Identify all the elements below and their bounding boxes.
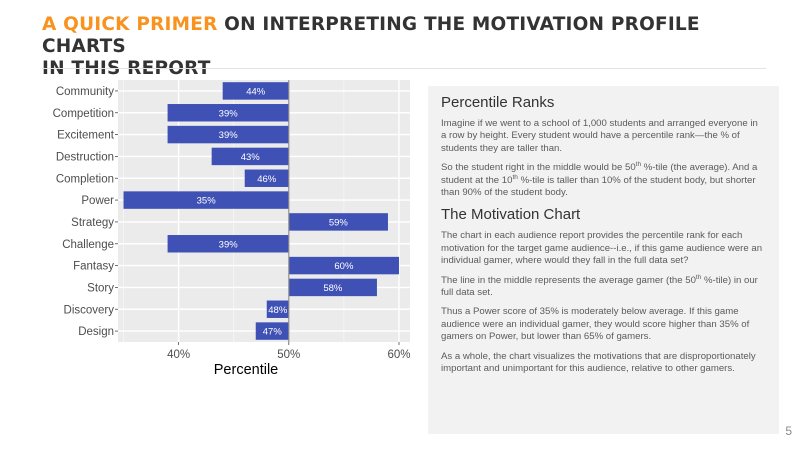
motivation-chart-paragraph-3: Thus a Power score of 35% is moderately … [441, 306, 750, 343]
x-axis-label: Percentile [214, 362, 278, 378]
page-title: A QUICK PRIMER ON INTERPRETING THE MOTIV… [42, 14, 772, 80]
motivation-chart-paragraph-1: The chart in each audience report provid… [441, 230, 763, 267]
category-label-destruction: Destruction [56, 151, 114, 163]
bar-strategy [288, 213, 388, 231]
bar-destruction [211, 147, 289, 166]
title-divider [42, 68, 766, 69]
category-label-power: Power [81, 195, 114, 207]
category-label-strategy: Strategy [71, 217, 114, 229]
motivation-chart-heading: The Motivation Chart [441, 206, 581, 224]
motivation-chart: 44% Community 39% Competition 39% Excitement 4… [20, 78, 420, 440]
title-accent: A QUICK PRIMER [42, 14, 218, 35]
x-tick-label: 50% [277, 349, 300, 361]
category-label-design: Design [78, 326, 114, 338]
bar-value-label: 39% [219, 130, 239, 141]
bar-value-label: 59% [329, 217, 349, 228]
bar-value-label: 35% [197, 196, 217, 207]
bar-competition [167, 104, 289, 122]
category-label-excitement: Excitement [57, 130, 115, 142]
category-label-completion: Completion [56, 173, 114, 185]
page-number: 5 [785, 424, 792, 438]
category-label-competition: Competition [53, 108, 114, 120]
bar-challenge [167, 235, 289, 253]
explanation-panel: Percentile Ranks Imagine if we went to a… [428, 86, 779, 434]
bar-value-label: 46% [257, 174, 277, 185]
bar-value-label: 60% [334, 261, 354, 272]
bar-power [123, 191, 289, 209]
category-label-challenge: Challenge [62, 239, 114, 251]
bar-value-label: 43% [241, 152, 261, 163]
motivation-chart-paragraph-4: As a whole, the chart visualizes the mot… [441, 350, 756, 375]
bar-fantasy [288, 256, 399, 275]
title-rest: ON INTERPRETING THE MOTIVATION PROFILE C… [42, 14, 700, 57]
percentile-ranks-paragraph-2: So the student right in the middle would… [441, 161, 758, 199]
bar-story [288, 278, 377, 297]
x-tick-label: 40% [167, 349, 190, 361]
plot-background [118, 80, 410, 342]
bar-value-label: 44% [246, 86, 266, 97]
category-label-discovery: Discovery [64, 304, 115, 316]
category-label-community: Community [56, 86, 114, 98]
bar-value-label: 39% [219, 108, 239, 119]
motivation-chart-paragraph-2: The line in the middle represents the av… [441, 273, 758, 299]
percentile-ranks-paragraph-1: Imagine if we went to a school of 1,000 … [441, 118, 758, 154]
bar-completion [244, 169, 289, 187]
category-label-fantasy: Fantasy [73, 261, 114, 273]
bar-value-label: 39% [219, 239, 239, 250]
x-tick-label: 60% [387, 349, 410, 361]
category-label-story: Story [87, 282, 114, 294]
bar-community [222, 82, 289, 100]
motivation-chart-svg: 44% Community 39% Competition 39% Excitement 4… [53, 80, 410, 378]
bar-design [255, 322, 289, 340]
bar-discovery [266, 300, 289, 318]
bar-value-label: 47% [263, 327, 283, 338]
bar-value-label: 48% [268, 305, 288, 316]
percentile-ranks-heading: Percentile Ranks [441, 94, 555, 111]
bar-value-label: 58% [323, 283, 343, 294]
bar-excitement [167, 125, 289, 144]
